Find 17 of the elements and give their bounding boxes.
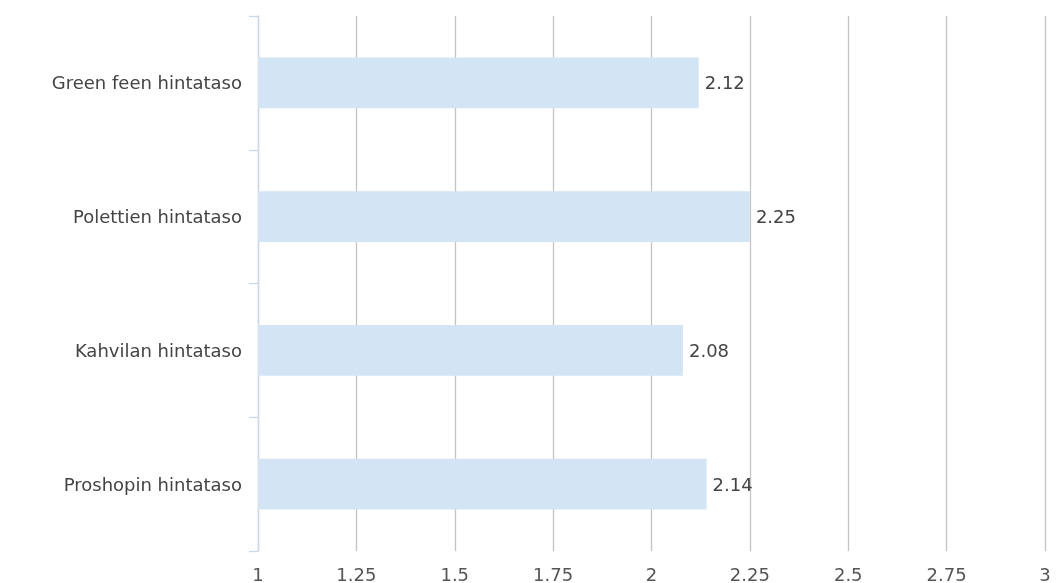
x-tick-label: 1.5: [440, 563, 470, 583]
y-tick-label: Polettien hintataso: [72, 206, 242, 228]
x-tick-label: 2.5: [833, 563, 863, 583]
y-tick-label: Green feen hintataso: [51, 72, 242, 94]
data-label: 2.14: [712, 473, 753, 495]
x-tick-label: 2.75: [926, 563, 967, 583]
y-tick-label: Kahvilan hintataso: [74, 339, 242, 361]
y-tick-label: Proshopin hintataso: [63, 473, 242, 495]
x-tick-label: 2.25: [729, 563, 770, 583]
x-tick-label: 3: [1039, 563, 1051, 583]
x-tick-label: 1: [252, 563, 264, 583]
x-tick-label: 2: [645, 563, 658, 583]
data-label: 2.25: [755, 206, 796, 228]
data-label: 2.12: [704, 72, 745, 94]
x-tick-label: 1.75: [533, 563, 574, 583]
x-tick-label: 1.25: [336, 563, 377, 583]
data-label: 2.08: [688, 339, 730, 361]
